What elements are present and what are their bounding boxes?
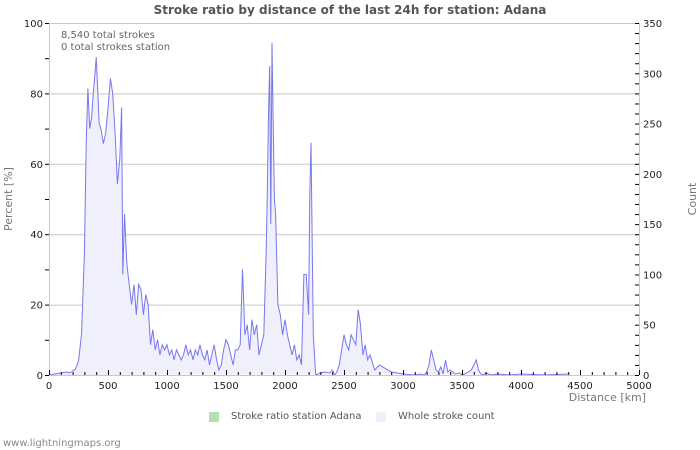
footer-link[interactable]: www.lightningmaps.org: [3, 438, 121, 449]
right-tick-label: 250: [643, 120, 662, 131]
legend-label: Whole stroke count: [398, 411, 495, 422]
x-tick-label: 3500: [449, 381, 474, 392]
left-tick-label: 80: [30, 89, 43, 100]
legend-label: Stroke ratio station Adana: [231, 411, 362, 422]
x-tick-label: 5000: [626, 381, 651, 392]
left-tick-label: 40: [30, 230, 43, 241]
right-tick-label: 150: [643, 220, 662, 231]
legend-swatch-green: [209, 411, 219, 422]
x-tick-label: 0: [46, 381, 52, 392]
x-tick-label: 2000: [272, 381, 297, 392]
left-tick-label: 60: [30, 160, 43, 171]
left-axis-title: Percent [%]: [2, 167, 15, 231]
left-tick-label: 20: [30, 301, 43, 312]
x-tick-label: 3000: [390, 381, 415, 392]
legend-item-whole-count: Whole stroke count: [376, 411, 495, 422]
right-tick-label: 350: [643, 19, 662, 30]
x-tick-label: 1500: [213, 381, 238, 392]
legend-item-station-ratio: Stroke ratio station Adana: [209, 411, 361, 422]
x-tick-label: 2500: [331, 381, 356, 392]
x-axis-title: Distance [km]: [569, 391, 646, 404]
left-tick-label: 0: [37, 371, 43, 382]
legend-swatch-lavender: [376, 411, 386, 422]
right-tick-label: 50: [643, 321, 656, 332]
x-tick-label: 4500: [567, 381, 592, 392]
right-tick-label: 300: [643, 69, 662, 80]
left-tick-label: 100: [24, 19, 43, 30]
whole-stroke-count-series: [48, 43, 569, 376]
total-strokes-station-label: 0 total strokes station: [61, 42, 171, 53]
right-tick-label: 0: [643, 371, 649, 382]
x-tick-label: 500: [98, 381, 117, 392]
right-tick-label: 200: [643, 170, 662, 181]
x-tick-label: 4000: [508, 381, 533, 392]
right-axis-title: Count: [686, 182, 699, 215]
right-tick-label: 100: [643, 270, 662, 281]
total-strokes-label: 8,540 total strokes: [61, 30, 155, 41]
chart-title: Stroke ratio by distance of the last 24h…: [153, 3, 547, 17]
x-tick-label: 1000: [154, 381, 179, 392]
